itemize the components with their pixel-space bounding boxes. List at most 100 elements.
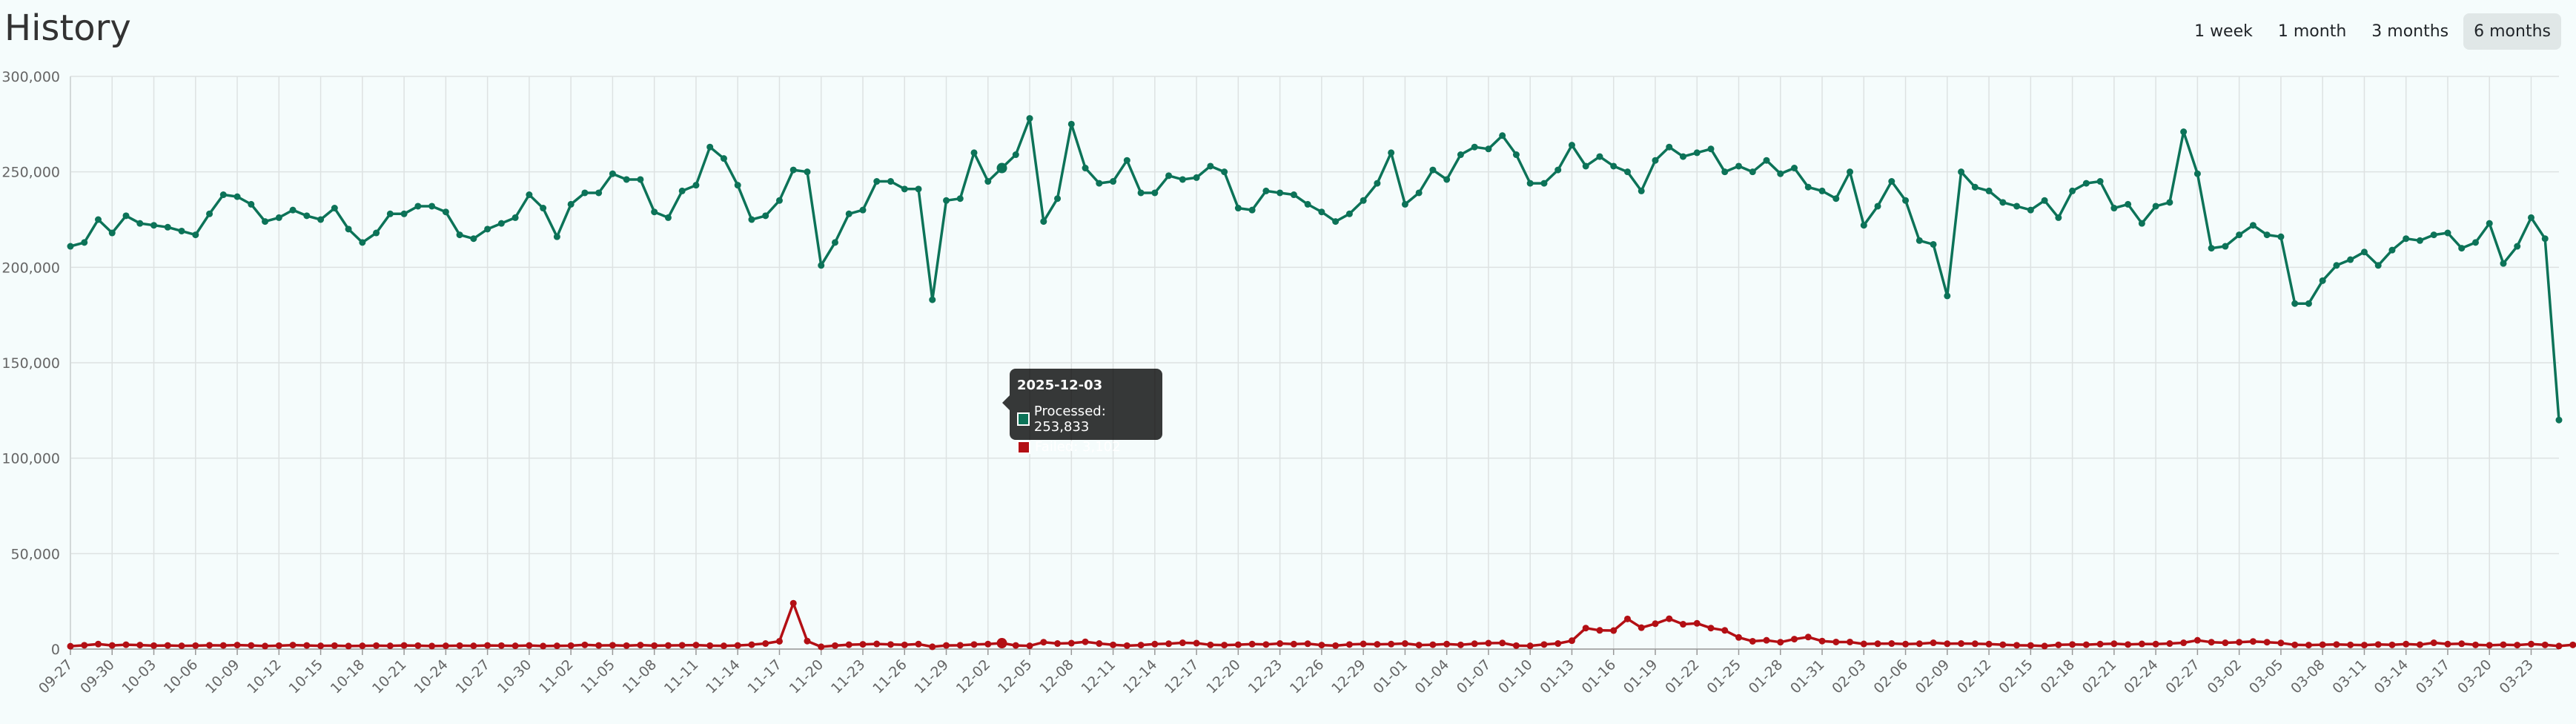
data-point-processed bbox=[845, 210, 852, 217]
x-tick-label: 02-21 bbox=[2079, 656, 2120, 697]
range-1-month-button[interactable]: 1 month bbox=[2268, 13, 2357, 50]
data-point-failed bbox=[2263, 639, 2271, 646]
data-point-processed bbox=[2138, 220, 2145, 227]
x-tick-label: 01-04 bbox=[1412, 656, 1453, 697]
data-point-failed bbox=[2110, 640, 2118, 648]
data-point-failed bbox=[219, 642, 227, 649]
data-point-failed bbox=[2082, 641, 2090, 648]
data-point-failed bbox=[762, 640, 769, 648]
data-point-processed bbox=[1958, 168, 1965, 176]
data-point-processed bbox=[2333, 262, 2340, 269]
data-point-failed bbox=[929, 643, 936, 651]
series-line-processed bbox=[70, 116, 2560, 421]
data-point-failed bbox=[1596, 627, 1603, 634]
data-point-processed bbox=[1832, 195, 1840, 203]
data-point-failed bbox=[2388, 641, 2396, 648]
data-point-failed bbox=[1958, 640, 1965, 648]
data-point-failed bbox=[1693, 619, 1701, 627]
data-point-processed bbox=[762, 212, 769, 220]
x-tick-label: 10-15 bbox=[286, 656, 327, 697]
data-point-failed bbox=[1999, 641, 2007, 648]
data-point-failed bbox=[95, 640, 102, 648]
data-point-failed bbox=[1944, 640, 1951, 648]
data-point-processed bbox=[95, 216, 102, 223]
x-tick-label: 01-28 bbox=[1746, 656, 1787, 697]
range-1-week-button[interactable]: 1 week bbox=[2184, 13, 2263, 50]
data-point-processed bbox=[2347, 256, 2354, 263]
data-point-failed bbox=[1401, 640, 1408, 648]
data-point-failed bbox=[1054, 640, 1062, 648]
data-point-processed bbox=[664, 214, 672, 221]
chart-tooltip: 2025-12-03 Processed: 253,833 Failed: 3,… bbox=[1002, 369, 1162, 455]
data-point-processed bbox=[567, 200, 575, 208]
data-point-failed bbox=[2069, 641, 2076, 648]
data-point-processed bbox=[2222, 243, 2229, 250]
x-tick-label: 01-16 bbox=[1579, 656, 1620, 697]
data-point-failed bbox=[1707, 625, 1715, 632]
data-point-processed bbox=[2208, 245, 2215, 252]
data-point-processed bbox=[984, 178, 992, 185]
data-point-processed bbox=[2110, 205, 2118, 212]
data-point-processed bbox=[1304, 200, 1311, 208]
data-point-failed bbox=[1902, 640, 1910, 648]
x-tick-label: 12-14 bbox=[1120, 656, 1161, 697]
data-point-processed bbox=[2416, 237, 2423, 244]
x-tick-label: 12-20 bbox=[1203, 656, 1244, 697]
x-tick-label: 02-24 bbox=[2121, 656, 2162, 697]
data-point-processed bbox=[1110, 178, 1117, 185]
data-point-processed bbox=[317, 216, 325, 223]
x-tick-label: 10-03 bbox=[119, 656, 159, 697]
data-point-failed bbox=[996, 638, 1007, 649]
data-point-failed bbox=[2041, 642, 2048, 650]
x-tick-label: 11-17 bbox=[744, 656, 785, 697]
data-point-failed bbox=[331, 642, 338, 649]
range-6-months-button[interactable]: 6 months bbox=[2463, 13, 2561, 50]
range-3-months-button[interactable]: 3 months bbox=[2361, 13, 2459, 50]
data-point-processed bbox=[400, 210, 408, 217]
data-point-processed bbox=[943, 197, 950, 204]
data-point-processed bbox=[706, 143, 714, 151]
data-point-failed bbox=[1638, 624, 1645, 631]
data-point-processed bbox=[1971, 183, 1979, 191]
data-point-processed bbox=[164, 223, 171, 231]
data-point-failed bbox=[511, 642, 519, 650]
data-point-processed bbox=[1666, 143, 1673, 151]
x-tick-label: 01-10 bbox=[1495, 656, 1536, 697]
data-point-failed bbox=[1318, 642, 1325, 649]
data-point-failed bbox=[775, 637, 783, 645]
data-point-processed bbox=[1930, 240, 1937, 248]
x-tick-label: 11-02 bbox=[536, 656, 577, 697]
data-point-failed bbox=[2125, 641, 2132, 648]
data-point-processed bbox=[831, 239, 838, 246]
data-point-processed bbox=[150, 222, 158, 229]
x-tick-label: 03-23 bbox=[2496, 656, 2537, 697]
data-point-failed bbox=[818, 643, 825, 651]
data-point-processed bbox=[2069, 187, 2076, 194]
data-point-failed bbox=[1526, 642, 1534, 650]
data-point-failed bbox=[2277, 639, 2285, 647]
data-point-failed bbox=[1012, 642, 1019, 649]
data-point-processed bbox=[526, 191, 533, 199]
x-tick-label: 12-29 bbox=[1328, 656, 1369, 697]
x-tick-label: 12-02 bbox=[953, 656, 994, 697]
data-point-processed bbox=[1429, 166, 1437, 174]
x-tick-label: 01-19 bbox=[1620, 656, 1661, 697]
data-point-processed bbox=[540, 205, 547, 212]
data-point-failed bbox=[386, 642, 394, 650]
data-point-failed bbox=[81, 642, 88, 649]
data-point-failed bbox=[2013, 642, 2021, 649]
data-point-failed bbox=[1277, 640, 1284, 648]
data-point-failed bbox=[1554, 640, 1562, 648]
data-point-processed bbox=[1067, 120, 1075, 128]
data-point-failed bbox=[1985, 640, 1993, 648]
data-point-failed bbox=[136, 642, 144, 649]
x-tick-label: 10-12 bbox=[244, 656, 285, 697]
data-point-failed bbox=[1847, 638, 1854, 645]
data-point-failed bbox=[901, 641, 908, 648]
data-point-failed bbox=[1679, 621, 1686, 628]
data-point-processed bbox=[1623, 168, 1631, 176]
data-point-processed bbox=[1735, 162, 1743, 170]
data-point-failed bbox=[1652, 620, 1659, 628]
x-tick-label: 01-07 bbox=[1454, 656, 1494, 697]
